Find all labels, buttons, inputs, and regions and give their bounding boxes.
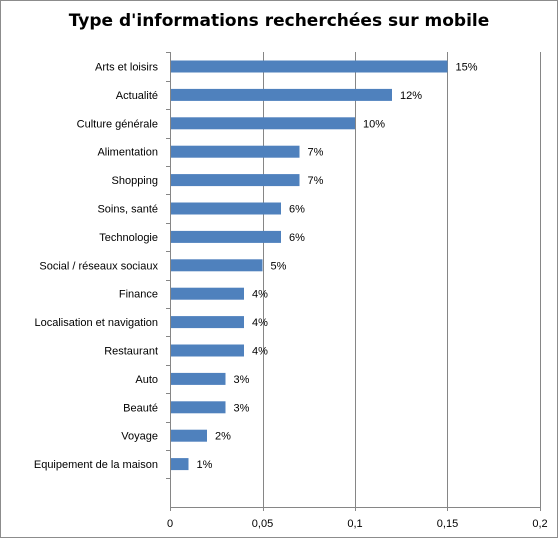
category-label: Actualité: [116, 90, 158, 102]
category-label: Finance: [119, 289, 158, 301]
x-tick-label: 0,1: [347, 518, 362, 530]
data-label: 4%: [252, 346, 268, 358]
category-label: Culture générale: [77, 118, 158, 130]
data-label: 2%: [215, 431, 231, 443]
bar: [170, 344, 244, 357]
x-tick-label: 0,15: [437, 518, 458, 530]
bar: [170, 202, 281, 215]
x-tick-label: 0,2: [532, 518, 547, 530]
category-label: Restaurant: [104, 346, 158, 358]
bar: [170, 259, 263, 272]
bar: [170, 145, 300, 158]
x-tick-label: 0: [167, 518, 173, 530]
data-label: 6%: [289, 232, 305, 244]
category-label: Voyage: [121, 431, 158, 443]
bar: [170, 429, 207, 442]
data-label: 10%: [363, 118, 385, 130]
data-label: 3%: [234, 402, 250, 414]
data-label: 12%: [400, 90, 422, 102]
data-label: 4%: [252, 289, 268, 301]
bar: [170, 60, 448, 73]
bar: [170, 230, 281, 243]
category-label: Technologie: [99, 232, 158, 244]
data-label: 15%: [456, 62, 478, 74]
data-label: 7%: [308, 175, 324, 187]
category-label: Shopping: [112, 175, 159, 187]
bar: [170, 117, 355, 130]
category-label: Equipement de la maison: [34, 459, 158, 471]
category-label: Alimentation: [97, 147, 158, 159]
x-tick-label: 0,05: [252, 518, 273, 530]
data-label: 4%: [252, 317, 268, 329]
bar: [170, 287, 244, 300]
chart-title: Type d'informations recherchées sur mobi…: [68, 11, 490, 31]
category-label: Soins, santé: [97, 204, 158, 216]
bar: [170, 401, 226, 414]
category-label: Localisation et navigation: [34, 317, 158, 329]
bar: [170, 458, 189, 471]
data-label: 6%: [289, 204, 305, 216]
category-label: Social / réseaux sociaux: [39, 260, 158, 272]
data-label: 5%: [271, 260, 287, 272]
data-label: 7%: [308, 147, 324, 159]
bar: [170, 372, 226, 385]
bar: [170, 88, 392, 101]
data-label: 1%: [197, 459, 213, 471]
category-label: Arts et loisirs: [95, 62, 158, 74]
bar: [170, 174, 300, 187]
data-label: 3%: [234, 374, 250, 386]
category-label: Beauté: [123, 402, 158, 414]
bar: [170, 316, 244, 329]
category-label: Auto: [135, 374, 158, 386]
